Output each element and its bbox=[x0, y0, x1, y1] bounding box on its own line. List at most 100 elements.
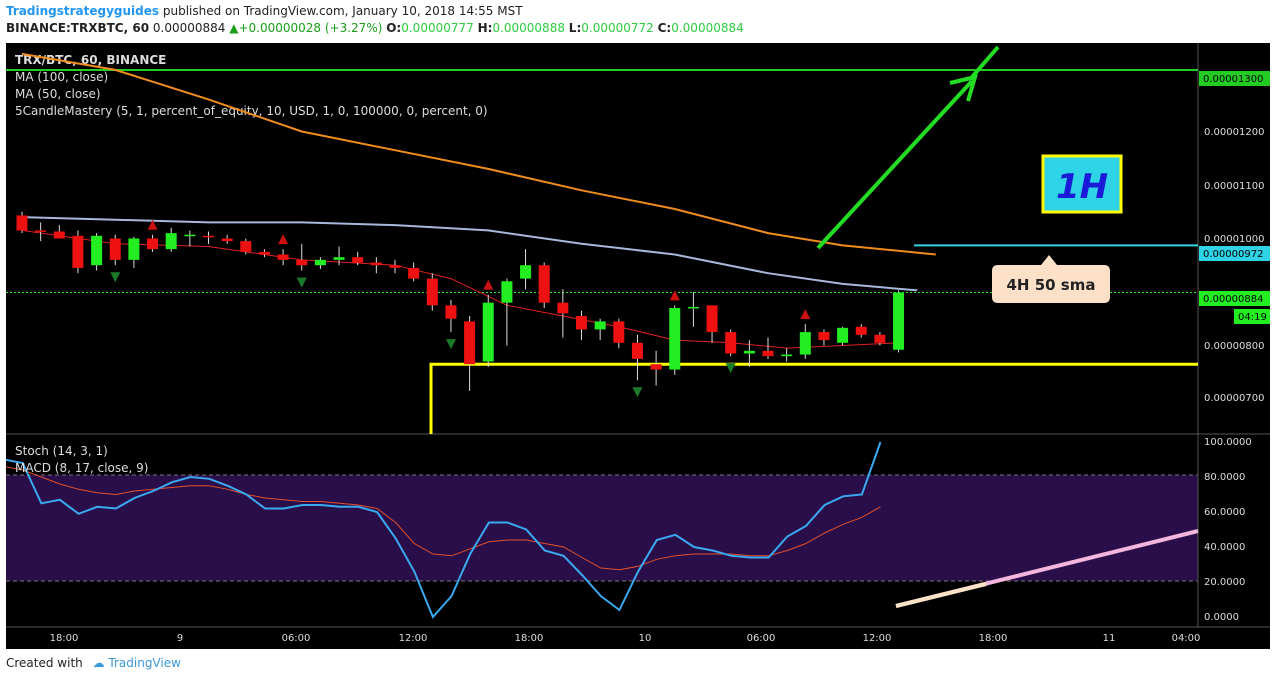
candle-down bbox=[855, 326, 867, 335]
legend-ma100: MA (100, close) bbox=[15, 70, 108, 84]
candle-down bbox=[650, 364, 662, 370]
candle-down bbox=[277, 254, 289, 260]
chart-svg[interactable]: TRX/BTC, 60, BINANCE MA (100, close) MA … bbox=[3, 43, 1270, 649]
candle-up bbox=[520, 265, 532, 279]
lower-trendline-start bbox=[895, 582, 987, 608]
open-value: 0.00000777 bbox=[401, 21, 474, 35]
candle-down bbox=[296, 259, 308, 266]
candle-down bbox=[706, 305, 718, 333]
tradingview-logo-icon[interactable]: ☁ TradingView bbox=[92, 656, 181, 670]
sell-signal-marker bbox=[483, 279, 494, 290]
ma-fast-line bbox=[21, 229, 899, 349]
close-label: C: bbox=[657, 21, 672, 35]
candle-up bbox=[165, 233, 177, 250]
candle-up bbox=[687, 306, 699, 309]
candle-down bbox=[762, 350, 774, 357]
buy-signal-marker bbox=[110, 272, 121, 283]
price-tick-700: 0.00000700 bbox=[1204, 393, 1264, 404]
time-tick-3: 06:00 bbox=[282, 633, 311, 644]
candle-down bbox=[631, 342, 643, 359]
candle-down bbox=[818, 332, 830, 341]
candle-up bbox=[501, 281, 513, 303]
stoch-line bbox=[3, 441, 882, 619]
sell-signal-marker bbox=[147, 219, 158, 230]
candle-up bbox=[184, 234, 196, 237]
sell-signal-marker bbox=[278, 234, 289, 245]
bullish-arrow-head bbox=[949, 74, 978, 102]
candle-down bbox=[874, 334, 886, 343]
candle-down bbox=[240, 241, 252, 252]
candle-up bbox=[893, 292, 905, 350]
candle-up bbox=[482, 302, 494, 362]
price-tag-sma: 0.00000972 bbox=[1203, 249, 1263, 260]
change-value: +0.00000028 (+3.27%) bbox=[238, 21, 383, 35]
candle-down bbox=[53, 231, 65, 239]
price-tag-top: 0.00001300 bbox=[1203, 74, 1263, 85]
candle-down bbox=[389, 265, 401, 268]
bullish-arrow-line bbox=[816, 79, 974, 250]
legend-macd: MACD (8, 17, close, 9) bbox=[15, 461, 148, 475]
buy-signal-marker bbox=[632, 387, 643, 398]
timeframe-label: 1H bbox=[1056, 167, 1108, 207]
ma50-line bbox=[21, 216, 918, 292]
candle-up bbox=[594, 321, 606, 330]
buy-signal-marker bbox=[296, 277, 307, 288]
candle-down bbox=[613, 321, 625, 343]
publish-info: published on TradingView.com, January 10… bbox=[162, 4, 523, 18]
timer-tag: 04:19 bbox=[1238, 312, 1267, 323]
candle-down bbox=[203, 235, 214, 238]
candle-down bbox=[352, 257, 364, 263]
publish-line: Tradingstrategyguides published on Tradi… bbox=[6, 4, 523, 18]
timeframe-badge bbox=[1041, 154, 1123, 214]
high-label: H: bbox=[477, 21, 493, 35]
price-tick-800: 0.00000800 bbox=[1204, 341, 1264, 352]
candle-down bbox=[464, 321, 476, 365]
change-up-icon: ▲ bbox=[229, 21, 239, 35]
price-tick-1200: 0.00001200 bbox=[1204, 127, 1264, 138]
created-with-label: Created with bbox=[6, 656, 83, 670]
ma100-line bbox=[21, 52, 936, 256]
author-link[interactable]: Tradingstrategyguides bbox=[6, 4, 160, 18]
time-tick-7: 06:00 bbox=[747, 633, 776, 644]
candle-down bbox=[445, 305, 457, 319]
price-tag-last: 0.00000884 bbox=[1203, 294, 1263, 305]
legend-strategy: 5CandleMastery (5, 1, percent_of_equity,… bbox=[15, 104, 488, 118]
time-tick-5: 18:00 bbox=[515, 633, 544, 644]
candle-down bbox=[147, 238, 159, 250]
legend-ma50: MA (50, close) bbox=[15, 87, 101, 101]
sma-callout-bubble bbox=[992, 255, 1110, 303]
candle-down bbox=[408, 267, 420, 279]
lower-tick-80: 80.0000 bbox=[1204, 472, 1245, 483]
chart-area[interactable]: TRX/BTC, 60, BINANCE MA (100, close) MA … bbox=[3, 43, 1270, 649]
price-tag-sma-bg bbox=[1199, 246, 1270, 261]
candle-down bbox=[426, 278, 438, 306]
sma-callout-text: 4H 50 sma bbox=[1007, 276, 1096, 294]
time-tick-9: 18:00 bbox=[979, 633, 1008, 644]
candle-up bbox=[91, 235, 103, 266]
candle-down bbox=[258, 251, 270, 255]
macd-line bbox=[3, 466, 881, 571]
lower-tick-0: 0.0000 bbox=[1204, 612, 1239, 623]
support-box bbox=[429, 362, 1198, 434]
candle-up bbox=[781, 354, 793, 357]
stoch-band bbox=[6, 475, 1198, 581]
time-tick-6: 10 bbox=[639, 633, 652, 644]
high-value: 0.00000888 bbox=[492, 21, 565, 35]
time-tick-8: 12:00 bbox=[863, 633, 892, 644]
candle-down bbox=[72, 235, 84, 268]
candle-down bbox=[370, 262, 382, 266]
candle-up bbox=[128, 238, 140, 260]
lower-tick-100: 100.0000 bbox=[1204, 437, 1252, 448]
candle-down bbox=[109, 238, 121, 260]
time-tick-2: 9 bbox=[177, 633, 183, 644]
candle-down bbox=[35, 230, 47, 232]
lower-tick-40: 40.0000 bbox=[1204, 542, 1245, 553]
price-tag-top-bg bbox=[1199, 71, 1270, 86]
candle-up bbox=[743, 350, 755, 354]
candle-down bbox=[221, 238, 233, 242]
time-tick-10: 11 bbox=[1103, 633, 1116, 644]
candle-up bbox=[314, 259, 326, 266]
lower-tick-20: 20.0000 bbox=[1204, 577, 1245, 588]
candle-up bbox=[837, 327, 849, 343]
sell-signal-marker bbox=[800, 309, 811, 320]
